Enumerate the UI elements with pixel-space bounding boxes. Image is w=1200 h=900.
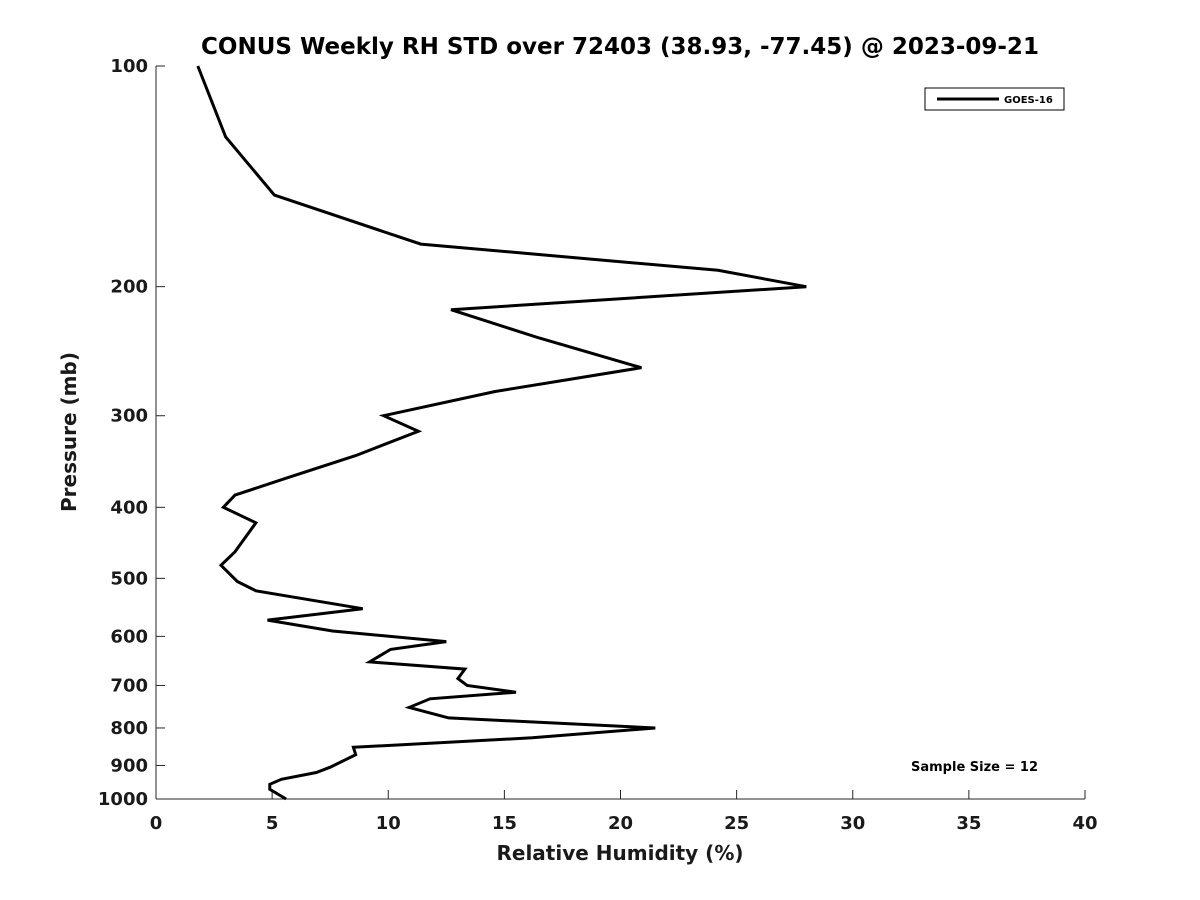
y-tick-label: 100 [110,56,148,77]
series-line-goes-16 [196,65,807,801]
y-ticks: 100 200 300 400 500 600 700 800 900 1000 [98,56,165,810]
plot-area: 0 5 10 15 20 25 30 35 40 100 200 300 400 500 600 700 80… [98,56,1098,834]
x-tick-label: 40 [1072,813,1097,834]
y-tick-label: 300 [110,406,148,427]
x-tick-label: 5 [266,813,279,834]
y-tick-label: 500 [110,568,148,589]
legend-label: GOES-16 [1004,95,1053,106]
x-tick-label: 0 [150,813,163,834]
x-tick-label: 15 [492,813,517,834]
y-axis-label: Pressure (mb) [57,352,81,512]
y-tick-label: 900 [110,755,148,776]
y-tick-label: 700 [110,675,148,696]
x-axis-label: Relative Humidity (%) [496,841,743,865]
sample-size-annotation: Sample Size = 12 [911,760,1038,775]
x-tick-label: 30 [840,813,865,834]
y-tick-label: 200 [110,277,148,298]
y-tick-label: 1000 [98,789,148,810]
y-tick-label: 600 [110,626,148,647]
x-tick-label: 10 [376,813,401,834]
legend: GOES-16 [924,87,1065,111]
x-tick-label: 20 [608,813,633,834]
x-ticks: 0 5 10 15 20 25 30 35 40 [150,790,1098,834]
y-tick-label: 400 [110,497,148,518]
x-tick-label: 25 [724,813,749,834]
x-tick-label: 35 [956,813,981,834]
chart-title: CONUS Weekly RH STD over 72403 (38.93, -… [201,34,1039,60]
y-tick-label: 800 [110,718,148,739]
